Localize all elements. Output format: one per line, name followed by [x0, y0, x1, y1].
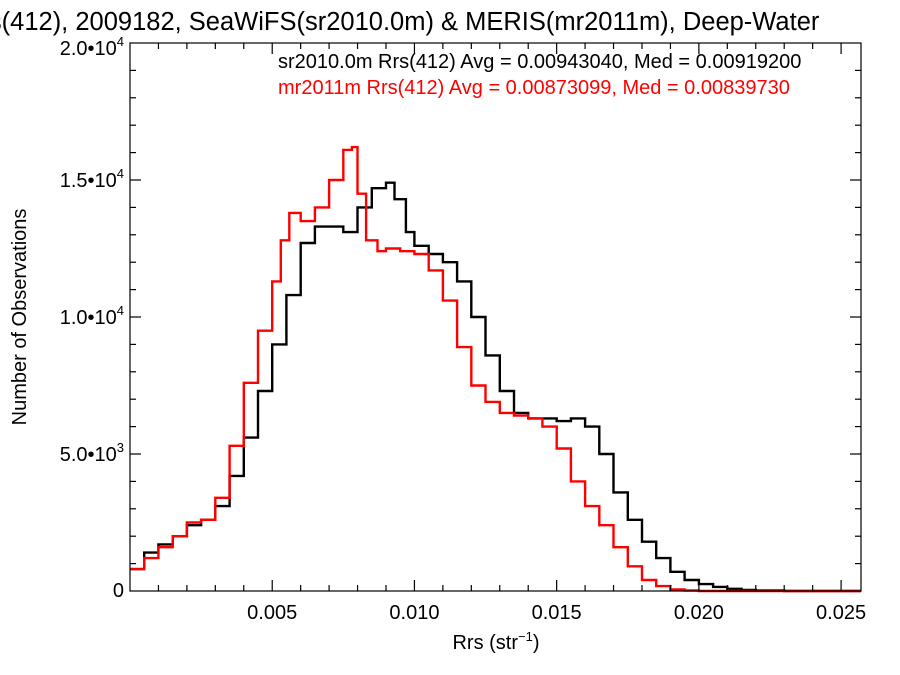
y-tick-label: 1.5•104	[60, 166, 124, 192]
x-tick-labels: 0.005 0.010 0.015 0.020 0.025	[247, 602, 866, 624]
tick-layer	[130, 43, 861, 591]
y-tick-mantissa: 2.0•10	[60, 38, 117, 60]
x-tick-label: 0.010	[389, 602, 439, 624]
y-tick-mantissa: 1.5•10	[60, 170, 117, 192]
legend-entry-seawifs: sr2010.0m Rrs(412) Avg = 0.00943040, Med…	[278, 51, 801, 73]
x-tick-label: 0.025	[816, 602, 866, 624]
series-line-meris	[130, 145, 861, 593]
x-tick-label: 0.005	[247, 602, 297, 624]
y-tick-label: 5.0•103	[60, 440, 124, 466]
x-axis-label-text: Rrs (str	[452, 632, 518, 654]
y-tick-exponent: 4	[117, 34, 124, 49]
y-axis-label: Number of Observations	[9, 209, 31, 426]
y-tick-exponent: 3	[117, 440, 124, 455]
y-tick-exponent: 4	[117, 303, 124, 318]
x-tick-label: 0.015	[532, 602, 582, 624]
y-tick-exponent: 4	[117, 166, 124, 181]
y-tick-label: 2.0•104	[60, 34, 124, 60]
y-tick-mantissa: 0	[113, 580, 124, 602]
legend-entry-meris: mr2011m Rrs(412) Avg = 0.00873099, Med =…	[278, 77, 790, 99]
x-axis-label-superscript: −1	[518, 629, 533, 644]
legend: sr2010.0m Rrs(412) Avg = 0.00943040, Med…	[278, 51, 801, 99]
x-axis-label-close: )	[533, 632, 540, 654]
y-tick-label: 1.0•104	[60, 303, 124, 329]
chart-title: Rrs(412), 2009182, SeaWiFS(sr2010.0m) & …	[0, 8, 820, 36]
series-line-seawifs	[130, 181, 861, 593]
y-tick-mantissa: 1.0•10	[60, 307, 117, 329]
x-tick-label: 0.020	[674, 602, 724, 624]
y-tick-label: 0	[113, 580, 124, 602]
x-axis-label: Rrs (str−1)	[452, 629, 539, 654]
y-tick-mantissa: 5.0•10	[60, 444, 117, 466]
series-layer	[130, 145, 861, 593]
